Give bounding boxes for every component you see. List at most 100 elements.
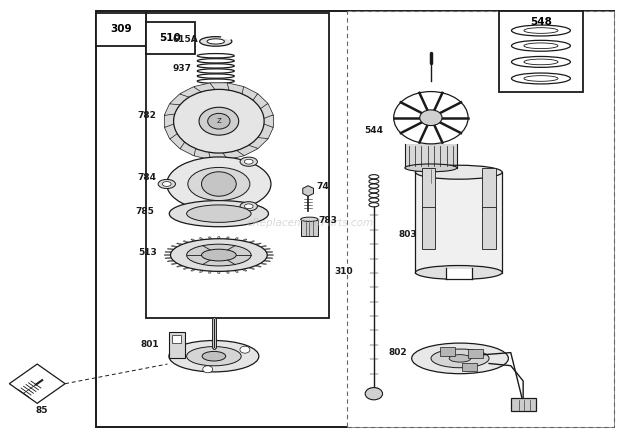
Bar (301, 220, 318, 236)
Polygon shape (177, 265, 183, 267)
Circle shape (203, 366, 213, 373)
Polygon shape (180, 87, 201, 100)
Ellipse shape (415, 165, 502, 179)
Text: 615A: 615A (172, 35, 198, 44)
Ellipse shape (240, 202, 257, 211)
Polygon shape (194, 149, 215, 160)
Text: eReplacementParts.com: eReplacementParts.com (246, 218, 374, 228)
Text: Z: Z (216, 118, 221, 124)
Ellipse shape (405, 164, 457, 172)
Polygon shape (218, 271, 220, 273)
Polygon shape (170, 134, 189, 149)
Polygon shape (237, 142, 258, 156)
Ellipse shape (524, 28, 558, 34)
Polygon shape (170, 94, 189, 109)
Polygon shape (200, 238, 203, 240)
Ellipse shape (162, 182, 171, 187)
Polygon shape (191, 239, 196, 241)
Ellipse shape (202, 351, 226, 361)
Circle shape (174, 89, 264, 153)
Polygon shape (164, 104, 180, 119)
Bar (96, 13, 146, 46)
Polygon shape (223, 83, 244, 94)
Text: 801: 801 (140, 340, 159, 349)
Text: 783: 783 (319, 216, 337, 225)
Polygon shape (264, 249, 270, 250)
Polygon shape (249, 241, 255, 243)
Ellipse shape (512, 57, 570, 68)
Bar (146, 13, 329, 318)
Text: 803: 803 (398, 230, 417, 239)
Polygon shape (255, 265, 261, 267)
Circle shape (240, 346, 250, 353)
Circle shape (365, 388, 383, 400)
Ellipse shape (512, 40, 570, 51)
Polygon shape (255, 243, 261, 245)
Polygon shape (266, 252, 273, 253)
Circle shape (202, 172, 236, 196)
Ellipse shape (200, 37, 232, 46)
Bar (347, 11, 614, 427)
Ellipse shape (240, 157, 257, 166)
Ellipse shape (207, 39, 224, 44)
Ellipse shape (187, 244, 251, 266)
Polygon shape (165, 257, 172, 259)
Polygon shape (264, 260, 270, 262)
Bar (511, 399, 536, 412)
Text: 513: 513 (139, 249, 157, 257)
Circle shape (420, 110, 442, 126)
Bar (482, 168, 496, 209)
Polygon shape (266, 257, 273, 259)
Ellipse shape (524, 43, 558, 49)
Ellipse shape (301, 217, 318, 221)
Bar (499, 11, 583, 92)
Circle shape (208, 113, 230, 129)
Polygon shape (249, 94, 268, 109)
Bar (446, 269, 472, 281)
Polygon shape (260, 245, 267, 247)
Text: 510: 510 (159, 33, 182, 43)
Polygon shape (171, 263, 178, 265)
Ellipse shape (431, 349, 489, 368)
Ellipse shape (158, 180, 175, 189)
Polygon shape (164, 114, 175, 128)
Text: 784: 784 (137, 174, 156, 182)
Polygon shape (242, 269, 247, 271)
Polygon shape (9, 364, 65, 403)
Ellipse shape (412, 343, 508, 374)
Polygon shape (263, 114, 273, 128)
Polygon shape (234, 238, 238, 240)
Bar (422, 207, 435, 249)
Bar (169, 332, 185, 358)
Text: 310: 310 (335, 267, 353, 276)
Polygon shape (165, 252, 172, 253)
Ellipse shape (187, 205, 251, 222)
Polygon shape (167, 260, 174, 262)
Text: 85: 85 (35, 406, 48, 415)
Polygon shape (167, 249, 174, 250)
Polygon shape (303, 186, 314, 196)
Polygon shape (226, 271, 229, 273)
Polygon shape (237, 87, 258, 100)
Bar (482, 207, 496, 249)
Ellipse shape (244, 159, 253, 164)
Ellipse shape (524, 76, 558, 81)
Text: 544: 544 (364, 126, 383, 135)
Polygon shape (258, 104, 273, 119)
Ellipse shape (188, 167, 250, 201)
Bar (462, 363, 477, 371)
Bar (422, 168, 435, 209)
Text: 782: 782 (138, 111, 156, 120)
Bar (440, 347, 455, 356)
Polygon shape (209, 152, 229, 160)
Polygon shape (249, 134, 268, 149)
Bar (146, 22, 195, 54)
Ellipse shape (449, 354, 471, 362)
Polygon shape (258, 124, 273, 139)
Bar (405, 144, 457, 168)
Polygon shape (260, 263, 267, 265)
Ellipse shape (524, 59, 558, 65)
Ellipse shape (202, 249, 236, 261)
Text: 802: 802 (389, 348, 407, 357)
Bar (415, 172, 502, 272)
